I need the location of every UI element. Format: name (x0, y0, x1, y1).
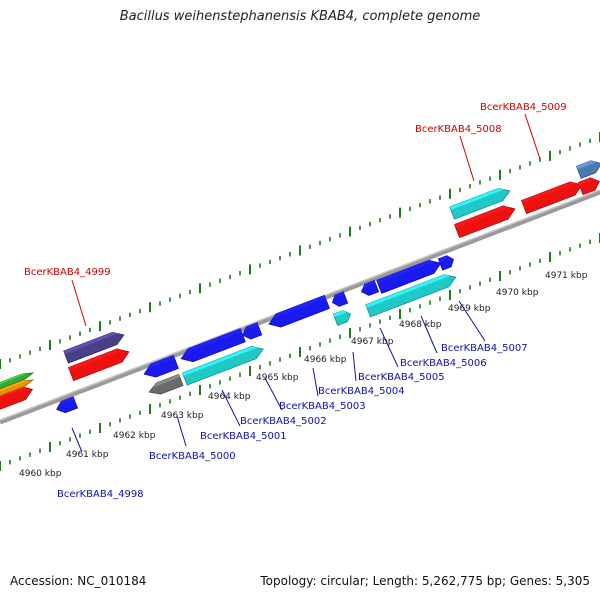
scale-label: 4961 kbp (66, 450, 109, 460)
label-leader-line (524, 113, 541, 160)
gene-arrow[interactable] (0, 377, 35, 400)
gene-arrow[interactable] (142, 354, 179, 380)
gene-label[interactable]: BcerKBAB4_5003 (279, 401, 366, 412)
upper-tick-row (0, 132, 600, 369)
accession-text: Accession: NC_010184 (10, 574, 147, 588)
scale-label: 4971 kbp (545, 271, 588, 281)
scale-label: 4965 kbp (256, 373, 299, 383)
gene-arrow[interactable] (577, 175, 600, 196)
gene-arrow[interactable] (575, 158, 600, 179)
gene-arrow[interactable] (147, 373, 184, 397)
scale-label: 4960 kbp (19, 469, 62, 479)
gene-label[interactable]: BcerKBAB4_5000 (149, 451, 236, 462)
gene-arrow[interactable] (181, 343, 265, 386)
gene-arrow[interactable] (267, 294, 330, 330)
gene-arrow[interactable] (365, 271, 458, 318)
label-leader-line (264, 377, 283, 411)
gene-arrow[interactable] (179, 328, 246, 366)
label-leader-line (71, 279, 87, 327)
gene-arrow[interactable] (437, 254, 455, 271)
gene-label[interactable]: BcerKBAB4_5008 (415, 124, 502, 135)
label-leader-line (459, 135, 475, 182)
scale-label: 4963 kbp (161, 411, 204, 421)
gene-arrow[interactable] (330, 291, 349, 308)
gene-label[interactable]: BcerKBAB4_5002 (240, 416, 327, 427)
label-leader-line (221, 389, 241, 427)
gene-arrow[interactable] (376, 257, 444, 294)
label-leader-line (176, 415, 187, 447)
label-leader-line (379, 327, 399, 368)
gene-label[interactable]: BcerKBAB4_5004 (318, 386, 405, 397)
map-title: Bacillus weihenstephanensis KBAB4, compl… (119, 9, 481, 24)
gene-arrow[interactable] (521, 178, 585, 215)
scale-label: 4969 kbp (448, 304, 491, 314)
scale-label: 4964 kbp (208, 392, 251, 402)
gene-label[interactable]: BcerKBAB4_4999 (24, 267, 111, 278)
gene-features (0, 158, 600, 415)
top-gene-labels: BcerKBAB4_4999 BcerKBAB4_5008 BcerKBAB4_… (24, 102, 567, 278)
label-leader-line (458, 300, 486, 342)
gene-arrow[interactable] (55, 396, 79, 415)
label-leader-line (352, 351, 357, 382)
gene-arrow[interactable] (332, 309, 352, 326)
bottom-gene-labels: BcerKBAB4_4998 BcerKBAB4_5000 BcerKBAB4_… (57, 343, 528, 500)
label-leader-line (71, 427, 83, 453)
gene-arrow[interactable] (0, 370, 35, 393)
scale-label: 4970 kbp (496, 288, 539, 298)
gene-label[interactable]: BcerKBAB4_5007 (441, 343, 528, 354)
gene-arrow[interactable] (68, 345, 132, 382)
gene-label[interactable]: BcerKBAB4_5001 (200, 431, 287, 442)
gene-arrow[interactable] (63, 329, 127, 364)
gene-arrow[interactable] (449, 185, 513, 220)
gene-arrow[interactable] (454, 202, 518, 239)
scale-label: 4966 kbp (304, 355, 347, 365)
label-leader-line (420, 315, 438, 354)
gene-label[interactable]: BcerKBAB4_4998 (57, 489, 144, 500)
scale-label: 4967 kbp (351, 337, 394, 347)
scale-label: 4968 kbp (399, 320, 442, 330)
gene-label[interactable]: BcerKBAB4_5005 (358, 372, 445, 383)
gene-label[interactable]: BcerKBAB4_5009 (480, 102, 567, 113)
label-leaders (71, 113, 541, 453)
scale-label: 4962 kbp (113, 431, 156, 441)
gene-arrow[interactable] (359, 280, 380, 298)
lower-tick-row (0, 233, 600, 471)
gene-label[interactable]: BcerKBAB4_5006 (400, 358, 487, 369)
label-leader-line (312, 367, 319, 397)
genome-summary-text: Topology: circular; Length: 5,262,775 bp… (260, 574, 590, 588)
gene-arrow[interactable] (240, 322, 263, 342)
scale-labels: 4960 kbp 4961 kbp 4962 kbp 4963 kbp 4964… (19, 271, 588, 479)
